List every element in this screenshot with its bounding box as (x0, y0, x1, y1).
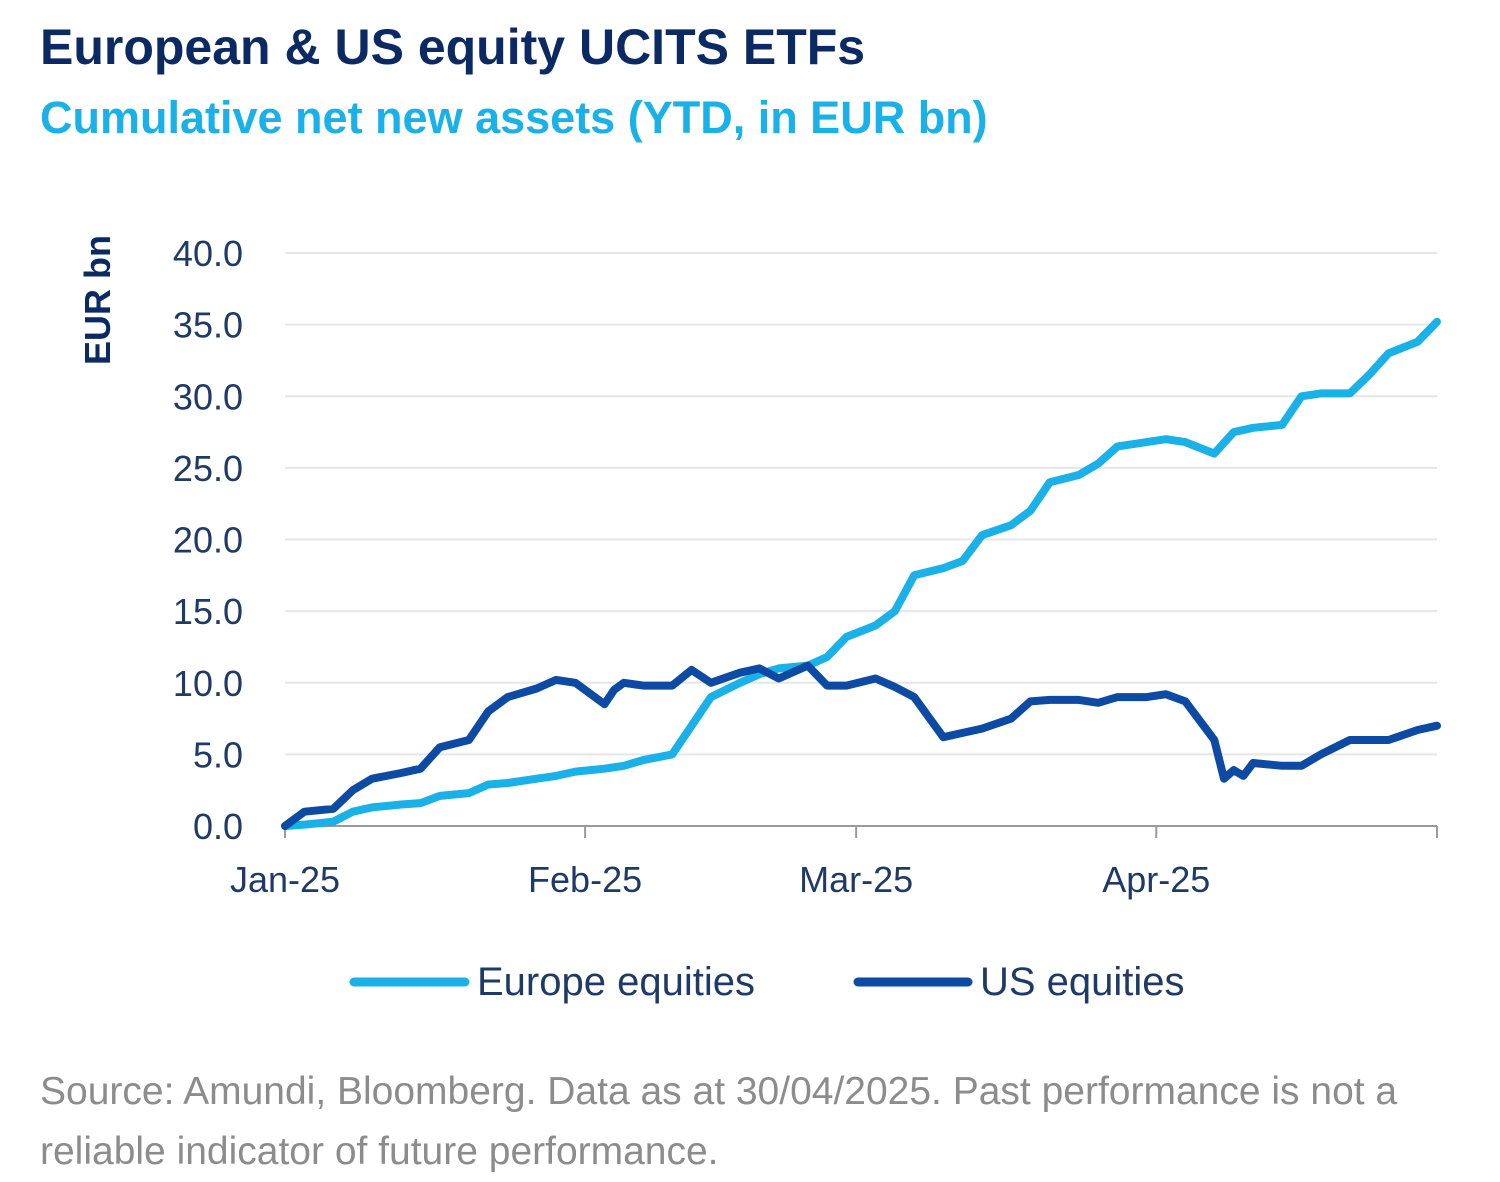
legend-label: US equities (980, 960, 1185, 1004)
y-tick-label: 5.0 (193, 734, 243, 775)
gridlines (285, 252, 1437, 756)
europe-equities-line (281, 317, 1441, 830)
y-axis-label: EUR bn (77, 235, 118, 365)
chart-subtitle: Cumulative net new assets (YTD, in EUR b… (40, 92, 988, 143)
y-tick-label: 0.0 (193, 806, 243, 847)
x-tick-label: Apr-25 (1102, 859, 1210, 900)
x-tick-label: Feb-25 (528, 859, 642, 900)
y-tick-label: 10.0 (173, 663, 243, 704)
x-tick-label: Jan-25 (230, 859, 340, 900)
y-tick-label: 25.0 (173, 448, 243, 489)
series-lines (281, 317, 1441, 830)
y-tick-label: 30.0 (173, 376, 243, 417)
y-tick-label: 35.0 (173, 305, 243, 346)
chart-title: European & US equity UCITS ETFs (40, 19, 866, 75)
y-axis-ticks: 0.0 5.0 10.0 15.0 20.0 25.0 30.0 35.0 40.0 (173, 233, 243, 847)
x-tick-label: Mar-25 (799, 859, 913, 900)
us-equities-line (281, 661, 1441, 830)
y-tick-label: 40.0 (173, 233, 243, 274)
legend-label: Europe equities (477, 960, 755, 1004)
x-axis-ticks: Jan-25 Feb-25 Mar-25 Apr-25 (230, 826, 1438, 900)
legend: Europe equities US equities (349, 960, 1185, 1004)
y-tick-label: 20.0 (173, 520, 243, 561)
y-tick-label: 15.0 (173, 591, 243, 632)
source-note: Source: Amundi, Bloomberg. Data as at 30… (40, 1070, 1398, 1173)
